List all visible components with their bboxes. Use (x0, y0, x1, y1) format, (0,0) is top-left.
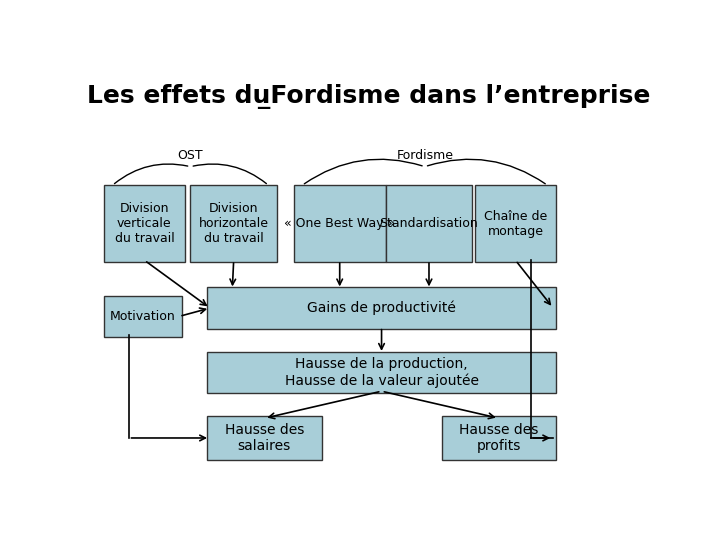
Text: Chaîne de
montage: Chaîne de montage (484, 210, 547, 238)
Text: Hausse des
profits: Hausse des profits (459, 423, 539, 453)
Text: « One Best Way »: « One Best Way » (284, 217, 395, 231)
Text: Division
horizontale
du travail: Division horizontale du travail (199, 202, 269, 245)
Text: Fordisme: Fordisme (396, 148, 454, 161)
Text: Motivation: Motivation (110, 310, 176, 323)
Text: OST: OST (178, 148, 203, 161)
FancyBboxPatch shape (190, 185, 277, 262)
FancyBboxPatch shape (386, 185, 472, 262)
FancyBboxPatch shape (207, 416, 322, 460)
Text: Les effets du̲Fordisme dans l’entreprise: Les effets du̲Fordisme dans l’entreprise (87, 84, 651, 109)
Text: Hausse de la production,
Hausse de la valeur ajoutée: Hausse de la production, Hausse de la va… (284, 357, 479, 388)
Text: Hausse des
salaires: Hausse des salaires (225, 423, 304, 453)
FancyBboxPatch shape (104, 295, 182, 337)
Text: Standardisation: Standardisation (379, 217, 478, 231)
Text: Division
verticale
du travail: Division verticale du travail (114, 202, 174, 245)
FancyBboxPatch shape (104, 185, 185, 262)
FancyBboxPatch shape (294, 185, 386, 262)
FancyBboxPatch shape (475, 185, 556, 262)
FancyBboxPatch shape (207, 352, 556, 393)
FancyBboxPatch shape (441, 416, 556, 460)
Text: Gains de productivité: Gains de productivité (307, 301, 456, 315)
FancyBboxPatch shape (207, 287, 556, 329)
